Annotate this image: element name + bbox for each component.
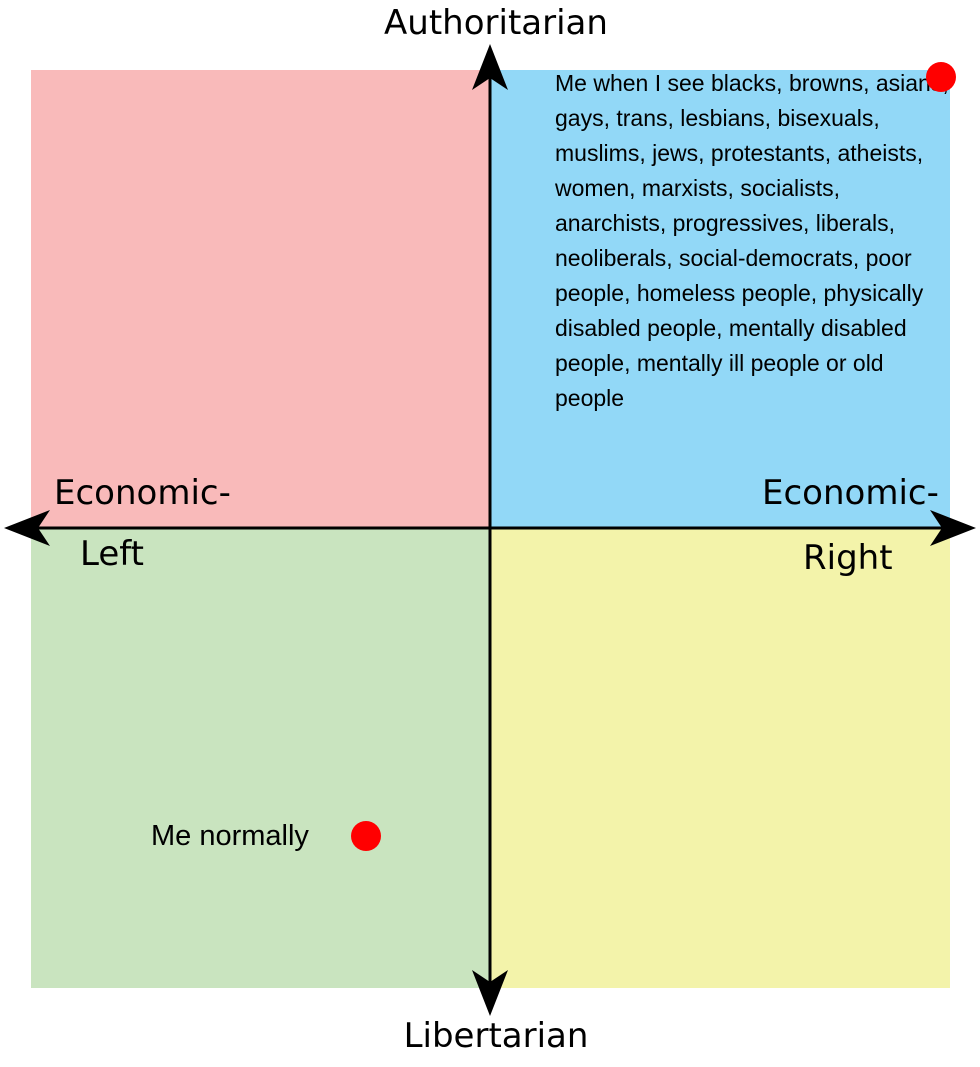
point-label-normal: Me normally [151,820,309,852]
arrow-up-icon [472,44,508,90]
point-marker-extreme [925,62,956,93]
axis-label-libertarian: Libertarian [403,1016,589,1056]
axis-label-authoritarian: Authoritarian [384,3,608,43]
axis-label-economic-right-1: Economic- [762,473,939,513]
point-marker-normal [350,821,381,852]
arrow-right-icon [930,510,976,546]
axis-label-economic-right-2: Right [803,538,893,578]
arrow-down-icon [472,970,508,1016]
point-label-extreme: Me when I see blacks, browns, asians, ga… [555,70,949,411]
quadrant-authoritarian-left [31,70,490,528]
quadrant-authoritarian-right [490,70,950,528]
axis-label-economic-left-1: Economic- [54,473,231,513]
axis-label-economic-left-2: Left [80,534,144,574]
arrow-left-icon [4,510,50,546]
quadrant-libertarian-left [31,528,490,988]
quadrant-libertarian-right [490,528,950,988]
